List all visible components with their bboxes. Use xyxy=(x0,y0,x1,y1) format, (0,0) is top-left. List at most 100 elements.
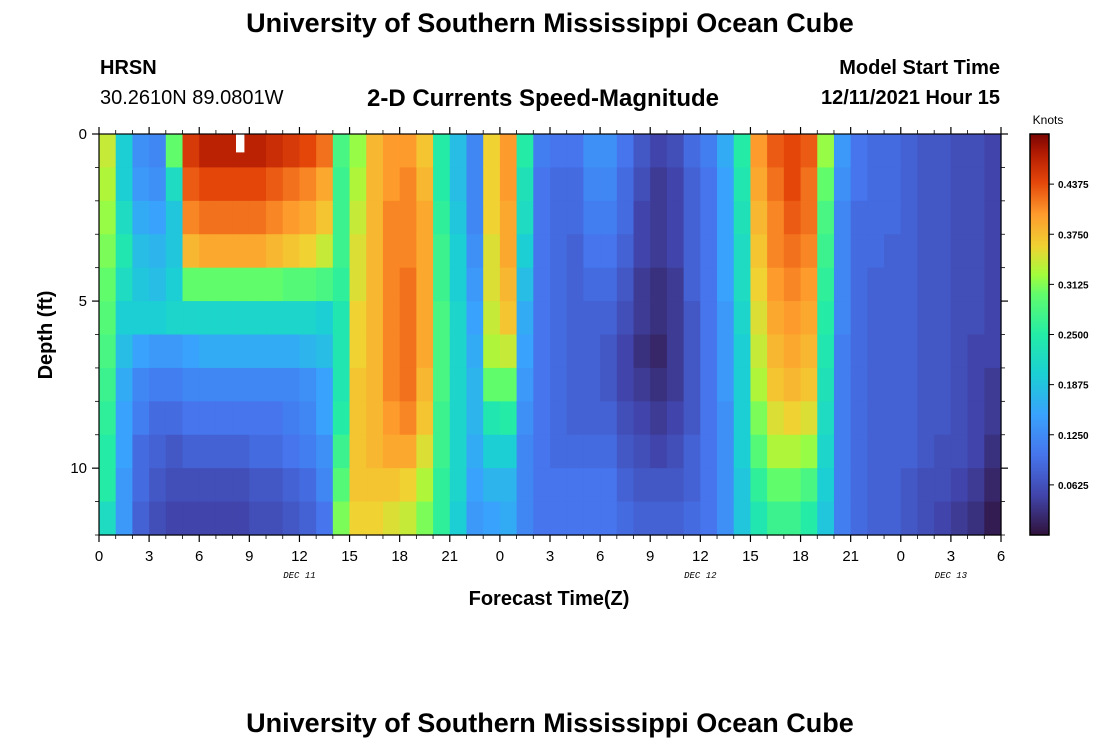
heatmap-cell xyxy=(366,334,384,369)
heatmap-cell xyxy=(533,200,551,235)
heatmap-cell xyxy=(767,134,785,169)
heatmap-cell xyxy=(666,501,685,536)
heatmap-cell xyxy=(917,301,935,336)
heatmap-cell xyxy=(215,401,234,436)
heatmap-cell xyxy=(917,401,935,436)
heatmap-cell xyxy=(215,301,234,336)
colorbar-tick-label: 0.2500 xyxy=(1058,331,1089,342)
x-tick-label: 12 xyxy=(291,548,308,565)
heatmap-cell xyxy=(182,401,200,436)
heatmap-cell xyxy=(817,334,835,369)
heatmap-cell xyxy=(717,134,735,169)
heatmap-cell xyxy=(332,501,351,536)
heatmap-cell xyxy=(249,334,267,369)
heatmap-cell xyxy=(650,301,668,336)
heatmap-cell xyxy=(282,200,301,235)
heatmap-cell xyxy=(650,434,668,469)
heatmap-cell xyxy=(249,468,267,503)
heatmap-cell xyxy=(650,134,668,169)
heatmap-cell xyxy=(433,367,451,402)
heatmap-cell xyxy=(499,468,518,503)
heatmap-cell xyxy=(399,234,417,269)
heatmap-cell xyxy=(282,367,301,402)
heatmap-cell xyxy=(449,200,468,235)
heatmap-cell xyxy=(182,468,200,503)
heatmap-cell xyxy=(215,267,234,302)
heatmap-cell xyxy=(249,234,267,269)
heatmap-cell xyxy=(215,468,234,503)
heatmap-cell xyxy=(666,134,685,169)
heatmap-cell xyxy=(600,434,618,469)
date-label: DEC 13 xyxy=(935,571,968,581)
heatmap-cell xyxy=(249,267,267,302)
heatmap-cell xyxy=(232,167,250,202)
heatmap-cell xyxy=(733,501,752,536)
heatmap-cell xyxy=(616,167,635,202)
heatmap-cell xyxy=(266,367,284,402)
heatmap-cell xyxy=(299,401,317,436)
heatmap-cell xyxy=(182,167,200,202)
heatmap-cell xyxy=(850,401,868,436)
heatmap-cell xyxy=(700,434,718,469)
heatmap-cell xyxy=(366,267,384,302)
heatmap-cell xyxy=(633,367,651,402)
heatmap-cell xyxy=(99,267,117,302)
heatmap-cell xyxy=(566,334,584,369)
heatmap-cell xyxy=(900,200,919,235)
y-tick-label: 0 xyxy=(79,126,87,143)
y-axis-label: Depth (ft) xyxy=(35,291,57,380)
heatmap-cell xyxy=(550,267,568,302)
heatmap-cell xyxy=(616,434,635,469)
heatmap-cell xyxy=(416,167,434,202)
heatmap-cell xyxy=(249,301,267,336)
heatmap-cell xyxy=(884,468,902,503)
heatmap-cell xyxy=(499,301,518,336)
heatmap-cell xyxy=(833,167,852,202)
heatmap-cell xyxy=(266,200,284,235)
heatmap-cell xyxy=(182,134,200,169)
heatmap-cell xyxy=(416,434,434,469)
heatmap-cell xyxy=(566,301,584,336)
heatmap-cell xyxy=(466,134,484,169)
heatmap-cell xyxy=(566,200,584,235)
heatmap-cell xyxy=(600,468,618,503)
heatmap-cell xyxy=(449,167,468,202)
heatmap-cell xyxy=(533,234,551,269)
heatmap-cell xyxy=(266,501,284,536)
heatmap-cell xyxy=(149,501,167,536)
heatmap-cell xyxy=(199,200,217,235)
heatmap-cell xyxy=(299,301,317,336)
heatmap-cell xyxy=(700,334,718,369)
heatmap-cell xyxy=(349,167,367,202)
heatmap-cell xyxy=(600,501,618,536)
heatmap-cell xyxy=(733,367,752,402)
heatmap-cell xyxy=(199,367,217,402)
heatmap-cell xyxy=(733,234,752,269)
heatmap-cell xyxy=(332,468,351,503)
heatmap-cell xyxy=(700,234,718,269)
heatmap-cell xyxy=(433,434,451,469)
heatmap-cell xyxy=(884,334,902,369)
heatmap-cell xyxy=(934,501,952,536)
heatmap-cell xyxy=(416,468,434,503)
heatmap-cell xyxy=(683,234,701,269)
heatmap-cell xyxy=(249,200,267,235)
x-axis-label: Forecast Time(Z) xyxy=(469,588,630,610)
heatmap-cell xyxy=(132,134,150,169)
x-tick-label: 6 xyxy=(596,548,604,565)
heatmap-cell xyxy=(165,134,184,169)
heatmap-cell xyxy=(650,234,668,269)
heatmap-cell xyxy=(934,267,952,302)
heatmap-cell xyxy=(215,134,234,169)
heatmap-cell xyxy=(566,401,584,436)
heatmap-cell xyxy=(633,434,651,469)
heatmap-cell xyxy=(650,367,668,402)
heatmap-cell xyxy=(900,301,919,336)
heatmap-cell xyxy=(433,167,451,202)
heatmap-cell xyxy=(833,134,852,169)
heatmap-cell xyxy=(750,334,768,369)
heatmap-cell xyxy=(332,267,351,302)
heatmap-cell xyxy=(316,434,334,469)
heatmap-cell xyxy=(382,367,401,402)
heatmap-cell xyxy=(132,501,150,536)
